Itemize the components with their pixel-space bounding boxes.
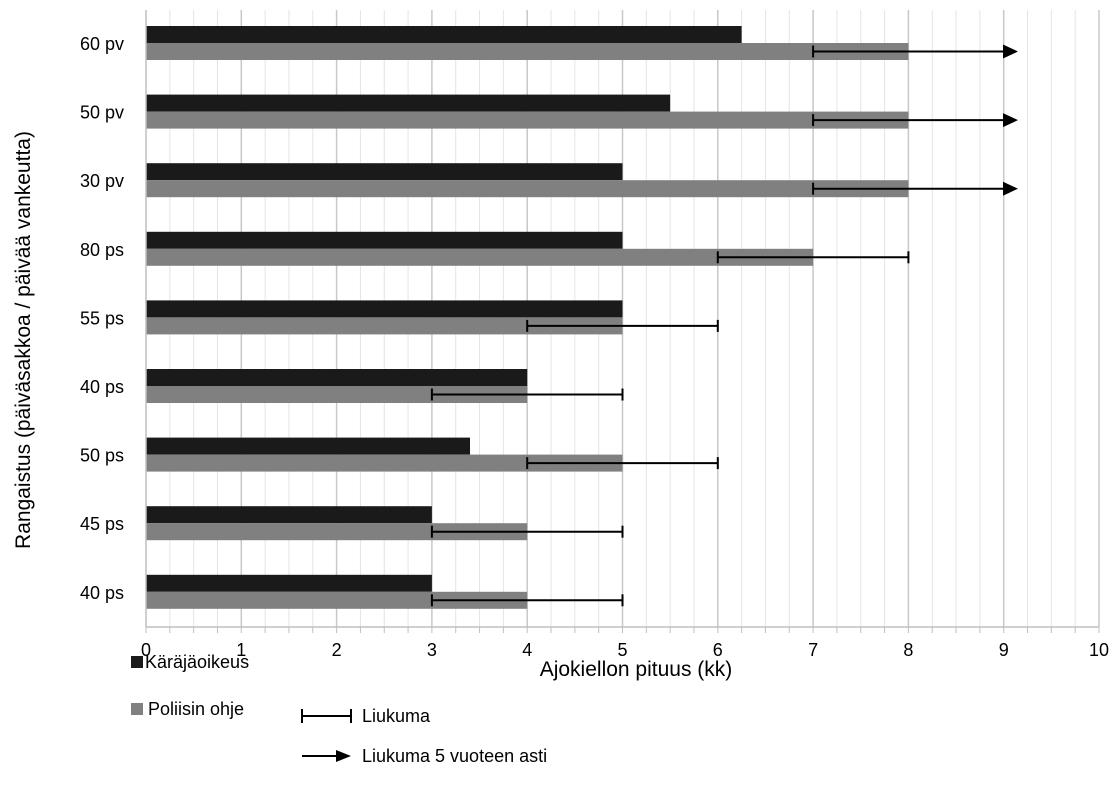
bar-karajaoikeus — [146, 231, 623, 249]
category-label: 30 pv — [80, 171, 124, 191]
bar-karajaoikeus — [146, 369, 528, 386]
bar-poliisin-ohje — [146, 317, 623, 335]
category-label: 50 ps — [80, 446, 124, 466]
x-tick-label: 2 — [332, 640, 342, 660]
legend-label-liukuma-5-vuotta: Liukuma 5 vuoteen asti — [362, 746, 547, 766]
bar-poliisin-ohje — [146, 180, 909, 198]
x-tick-label: 9 — [999, 640, 1009, 660]
x-axis-title: Ajokiellon pituus (kk) — [540, 658, 733, 681]
category-label: 55 ps — [80, 308, 124, 328]
bar-poliisin-ohje — [146, 43, 909, 60]
category-label: 40 ps — [80, 377, 124, 397]
range-markers — [430, 44, 1018, 607]
x-tick-label: 3 — [427, 640, 437, 660]
x-tick-label: 10 — [1089, 640, 1109, 660]
legend-label-karajaoikeus: Käräjäoikeus — [145, 652, 249, 672]
legend-label-liukuma: Liukuma — [362, 706, 431, 726]
category-label: 60 pv — [80, 34, 124, 54]
category-label: 40 ps — [80, 583, 124, 603]
category-label: 80 ps — [80, 240, 124, 260]
legend-swatch-poliisin-ohje — [131, 703, 143, 715]
x-axis: 0 1 2 3 4 5 6 7 8 9 10 — [141, 10, 1109, 660]
x-tick-label: 1 — [236, 640, 246, 660]
legend-range-symbol — [301, 709, 352, 723]
bars — [146, 26, 909, 609]
x-tick-label: 0 — [141, 640, 151, 660]
category-label: 50 pv — [80, 103, 124, 123]
legend-swatch-karajaoikeus — [131, 656, 143, 668]
range-arrowhead — [1002, 44, 1018, 59]
bar-karajaoikeus — [146, 506, 432, 524]
legend: Käräjäoikeus Poliisin ohje Liukuma Liuku… — [131, 652, 547, 766]
range-arrowhead — [1002, 113, 1018, 128]
category-label: 45 ps — [80, 514, 124, 534]
bar-poliisin-ohje — [146, 248, 814, 266]
bar-karajaoikeus — [146, 26, 742, 43]
y-axis-title: Rangaistus (päiväsakkoa / päivää vankeut… — [12, 131, 35, 549]
x-tick-label: 8 — [903, 640, 913, 660]
bar-karajaoikeus — [146, 300, 623, 318]
bar-karajaoikeus — [146, 163, 623, 181]
bar-poliisin-ohje — [146, 111, 909, 129]
bar-karajaoikeus — [146, 94, 671, 112]
legend-label-poliisin-ohje: Poliisin ohje — [148, 699, 244, 719]
bar-karajaoikeus — [146, 437, 471, 455]
x-tick-label: 6 — [713, 640, 723, 660]
range-arrowhead — [1002, 181, 1018, 196]
legend-arrow-symbol — [302, 750, 351, 762]
category-labels: 60 pv 50 pv 30 pv 80 ps 55 ps 40 ps 50 ps 45 ps… — [80, 34, 124, 603]
bar-poliisin-ohje — [146, 454, 623, 472]
x-tick-label: 7 — [808, 640, 818, 660]
x-tick-label: 5 — [617, 640, 627, 660]
x-tick-label: 4 — [522, 640, 532, 660]
bar-karajaoikeus — [146, 574, 432, 592]
